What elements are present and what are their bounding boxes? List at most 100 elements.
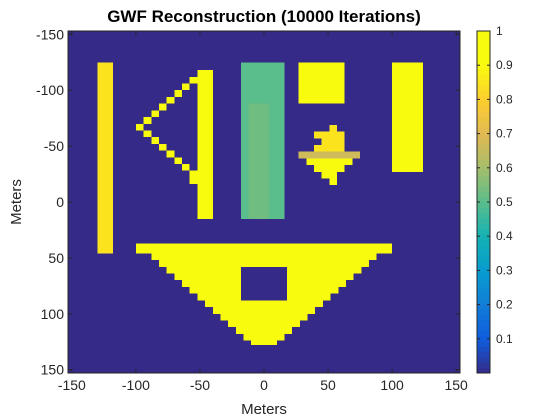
heatmap-cell-left-triangle [166, 150, 175, 158]
colorbar-segment [477, 105, 490, 112]
colorbar-tick-label: 1 [496, 24, 503, 38]
x-tick-label: 50 [320, 377, 336, 393]
shape-diamond-bottom [306, 158, 353, 186]
colorbar-segment [477, 255, 490, 262]
heatmap-cell-diamond-bottom [306, 158, 353, 166]
shape-right-bar [392, 62, 423, 172]
y-tick-label: -100 [36, 82, 64, 98]
colorbar: 0.1 0.2 0.3 0.4 0.5 0.6 0.7 0.8 0.9 1 [476, 24, 513, 374]
colorbar-tick-label: 0.8 [496, 92, 513, 106]
heatmap-cell-left-triangle [158, 143, 167, 151]
colorbar-segment [477, 132, 490, 139]
colorbar-segment [477, 111, 490, 118]
heatmap-cell-bottom-triangle [251, 340, 277, 346]
colorbar-segment [477, 196, 490, 203]
heatmap-cell-left-triangle [197, 70, 213, 219]
shape-left-bar [97, 62, 113, 254]
colorbar-segment [477, 63, 490, 70]
x-tick-label: 0 [260, 377, 268, 393]
colorbar-segment [477, 89, 490, 96]
colorbar-segment [477, 340, 490, 347]
heatmap-cell-left-triangle [189, 177, 198, 185]
colorbar-segment [477, 79, 490, 86]
colorbar-segment [477, 84, 490, 91]
heatmap-cell-teal-inner [248, 103, 270, 219]
heatmap-cell-left-triangle [158, 103, 167, 111]
y-tick-label: 50 [48, 250, 64, 266]
colorbar-segment [477, 228, 490, 235]
shape-green-band [298, 151, 361, 159]
colorbar-segment [477, 73, 490, 80]
colorbar-segment [477, 223, 490, 230]
heatmap-cell-bottom-triangle [135, 243, 393, 254]
heatmap-cell-green-band [298, 151, 361, 159]
y-axis-label: Meters [8, 179, 25, 225]
colorbar-segment [477, 282, 490, 289]
colorbar-segment [477, 351, 490, 358]
heatmap-cell-bottom-triangle [158, 260, 370, 267]
colorbar-segment [477, 169, 490, 176]
y-tick-label: 150 [41, 362, 65, 378]
colorbar-segment [477, 362, 490, 369]
heatmap-cell-left-triangle [182, 83, 190, 91]
colorbar-segment [477, 276, 490, 283]
heatmap-cell-bottom-triangle [212, 307, 316, 314]
heatmap-cell-diamond-top [313, 145, 330, 152]
colorbar-segment [477, 31, 490, 37]
colorbar-tick-label: 0.4 [496, 229, 513, 243]
colorbar-segment [477, 292, 490, 299]
chart-title: GWF Reconstruction (10000 Iterations) [107, 7, 421, 26]
heatmap-cell-diamond-top [329, 124, 338, 132]
heatmap-cell-left-triangle [174, 90, 183, 97]
colorbar-segment [477, 271, 490, 278]
heatmap-cell-left-triangle [166, 96, 175, 104]
shape-teal-inner [248, 103, 270, 219]
y-tick-label: 0 [56, 194, 64, 210]
colorbar-segment [477, 191, 490, 198]
colorbar-tick-label: 0.6 [496, 161, 513, 175]
colorbar-tick-label: 0.2 [496, 298, 513, 312]
heatmap-cell-diamond-bottom [329, 178, 338, 186]
colorbar-segment [477, 47, 490, 53]
colorbar-segment [477, 207, 490, 214]
colorbar-segment [477, 324, 490, 331]
colorbar-segment [477, 303, 490, 310]
colorbar-segment [477, 164, 490, 171]
colorbar-segment [477, 159, 490, 166]
x-tick-label: -50 [190, 377, 210, 393]
colorbar-segment [477, 367, 490, 374]
colorbar-segment [477, 298, 490, 305]
colorbar-segment [477, 244, 490, 251]
plot-area [67, 30, 461, 374]
colorbar-segment [477, 266, 490, 273]
heatmap-cell-left-triangle [174, 157, 183, 164]
colorbar-segment [477, 36, 490, 43]
colorbar-segment [477, 180, 490, 187]
heatmap-cell-right-bar [392, 62, 423, 172]
colorbar-tick-label: 0.9 [496, 58, 513, 72]
heatmap-cell-diamond-bottom [321, 171, 338, 179]
colorbar-segment [477, 127, 490, 134]
colorbar-segment [477, 121, 490, 128]
colorbar-segment [477, 95, 490, 102]
heatmap-cell-bottom-triangle [205, 300, 323, 308]
colorbar-segment [477, 260, 490, 267]
x-tick-label: 150 [444, 377, 468, 393]
x-axis-label: Meters [241, 401, 287, 418]
colorbar-segment [477, 41, 490, 48]
heatmap-cell-left-triangle [143, 117, 152, 124]
shape-square [298, 62, 345, 104]
heatmap-cell-left-triangle [151, 137, 159, 144]
colorbar-segment [477, 143, 490, 150]
heatmap-cell-left-triangle [143, 130, 152, 138]
colorbar-segment [477, 308, 490, 315]
colorbar-segment [477, 175, 490, 182]
colorbar-segment [477, 148, 490, 155]
heatmap-cell-diamond-top [313, 131, 345, 139]
colorbar-tick-label: 0.5 [496, 195, 513, 209]
colorbar-segment [477, 330, 490, 337]
colorbar-segment [477, 57, 490, 64]
colorbar-segment [477, 116, 490, 123]
colorbar-segment [477, 212, 490, 219]
y-axis: -150 -100 -50 0 50 100 150 [36, 26, 460, 378]
